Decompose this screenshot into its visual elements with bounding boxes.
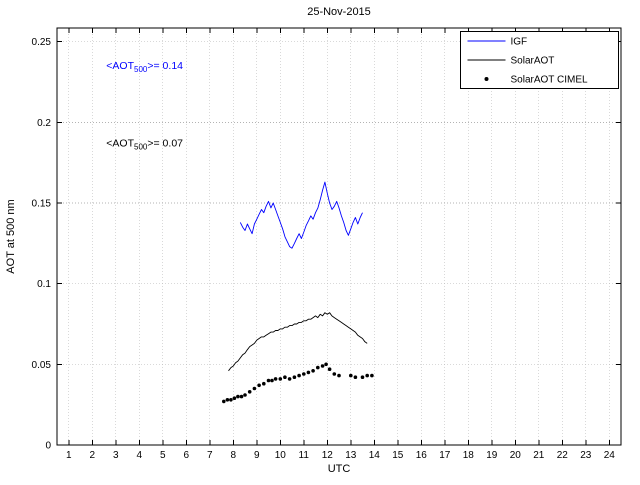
x-tick-label: 20 — [510, 450, 522, 461]
series-marker-solaraot-cimel — [292, 375, 297, 380]
series-marker-solaraot-cimel — [225, 398, 230, 402]
series-marker-solaraot-cimel — [324, 362, 328, 367]
plot-title: 25-Nov-2015 — [307, 6, 371, 18]
grid — [57, 28, 621, 446]
series-marker-solaraot-cimel — [365, 373, 370, 378]
series-marker-solaraot-cimel — [247, 390, 252, 394]
x-tick-label: 2 — [89, 450, 95, 461]
x-tick-label: 11 — [299, 450, 310, 461]
series-marker-solaraot-cimel — [257, 383, 261, 388]
y-tick-label: 0.1 — [37, 279, 51, 290]
x-tick-label: 4 — [136, 450, 142, 461]
legend-label: IGF — [511, 37, 528, 48]
y-tick-label: 0.15 — [32, 199, 52, 210]
series-marker-solaraot-cimel — [327, 367, 332, 372]
series-marker-solaraot-cimel — [243, 393, 247, 397]
legend-label: SolarAOT CIMEL — [511, 75, 588, 86]
x-tick-label: 19 — [486, 450, 498, 461]
series-marker-solaraot-cimel — [306, 370, 311, 375]
x-tick-label: 18 — [463, 450, 475, 461]
x-tick-label: 12 — [322, 450, 334, 461]
series-marker-solaraot-cimel — [337, 373, 341, 378]
series-marker-solaraot-cimel — [316, 365, 320, 370]
series-line-igf — [239, 181, 363, 249]
x-tick-label: 10 — [275, 450, 287, 461]
y-tick-label: 0.2 — [37, 118, 51, 129]
annotations: <AOT500>= 0.14 <AOT500>= 0.07 — [106, 60, 183, 152]
series-marker-solaraot-cimel — [302, 372, 306, 376]
series-marker-solaraot-cimel — [232, 396, 237, 401]
series-marker-solaraot-cimel — [278, 377, 283, 381]
x-tick-label: 15 — [392, 450, 404, 461]
series-marker-solaraot-cimel — [283, 375, 287, 380]
series — [222, 181, 374, 404]
x-tick-label: 24 — [604, 450, 616, 461]
series-marker-solaraot-cimel — [222, 399, 226, 404]
x-tick-label: 13 — [345, 450, 357, 461]
axes: 1 2 3 4 5 6 7 8 9 10 11 12 13 14 15 16 17 18 19 20 21 22 23 240… — [32, 27, 622, 461]
series-line-solaraot — [228, 312, 368, 372]
series-marker-solaraot-cimel — [262, 381, 266, 386]
x-tick-label: 14 — [369, 450, 381, 461]
series-marker-solaraot-cimel — [349, 373, 353, 378]
x-tick-label: 1 — [66, 450, 72, 461]
series-marker-solaraot-cimel — [287, 377, 292, 381]
series-marker-solaraot-cimel — [353, 375, 358, 380]
legend-label: SolarAOT — [511, 56, 555, 67]
legend[interactable]: IGF SolarAOT SolarAOT CIMEL — [460, 31, 619, 89]
series-marker-solaraot-cimel — [320, 364, 325, 368]
y-tick-label: 0.05 — [32, 360, 52, 371]
legend-sample-solaraot-cimel — [484, 77, 489, 81]
mean-aot-annotation-2: <AOT500>= 0.07 — [106, 138, 183, 152]
series-marker-solaraot-cimel — [297, 373, 301, 378]
series-marker-solaraot-cimel — [311, 369, 315, 373]
x-tick-label: 22 — [557, 450, 569, 461]
y-tick-label: 0 — [45, 441, 51, 452]
x-tick-label: 17 — [439, 450, 451, 461]
series-marker-solaraot-cimel — [229, 398, 233, 402]
series-marker-solaraot-cimel — [370, 373, 374, 378]
series-marker-solaraot-cimel — [332, 372, 337, 376]
y-tick-label: 0.25 — [32, 37, 52, 48]
y-axis-label: AOT at 500 nm — [5, 199, 17, 273]
series-marker-solaraot-cimel — [239, 394, 244, 399]
series-marker-solaraot-cimel — [360, 375, 365, 380]
x-tick-label: 7 — [207, 450, 213, 461]
x-tick-label: 3 — [113, 450, 119, 461]
x-tick-label: 16 — [416, 450, 428, 461]
axes-box — [56, 27, 622, 446]
x-tick-label: 5 — [160, 450, 166, 461]
x-axis-label: UTC — [328, 463, 351, 475]
x-tick-label: 21 — [533, 450, 545, 461]
series-marker-solaraot-cimel — [236, 394, 240, 399]
mean-aot-annotation-1: <AOT500>= 0.14 — [106, 60, 183, 74]
series-marker-solaraot-cimel — [252, 386, 257, 391]
x-tick-label: 9 — [254, 450, 260, 461]
series-marker-solaraot-cimel — [270, 378, 274, 383]
x-tick-label: 23 — [580, 450, 592, 461]
x-tick-label: 8 — [230, 450, 236, 461]
series-marker-solaraot-cimel — [266, 378, 271, 383]
series-marker-solaraot-cimel — [273, 377, 278, 381]
x-tick-label: 6 — [183, 450, 189, 461]
